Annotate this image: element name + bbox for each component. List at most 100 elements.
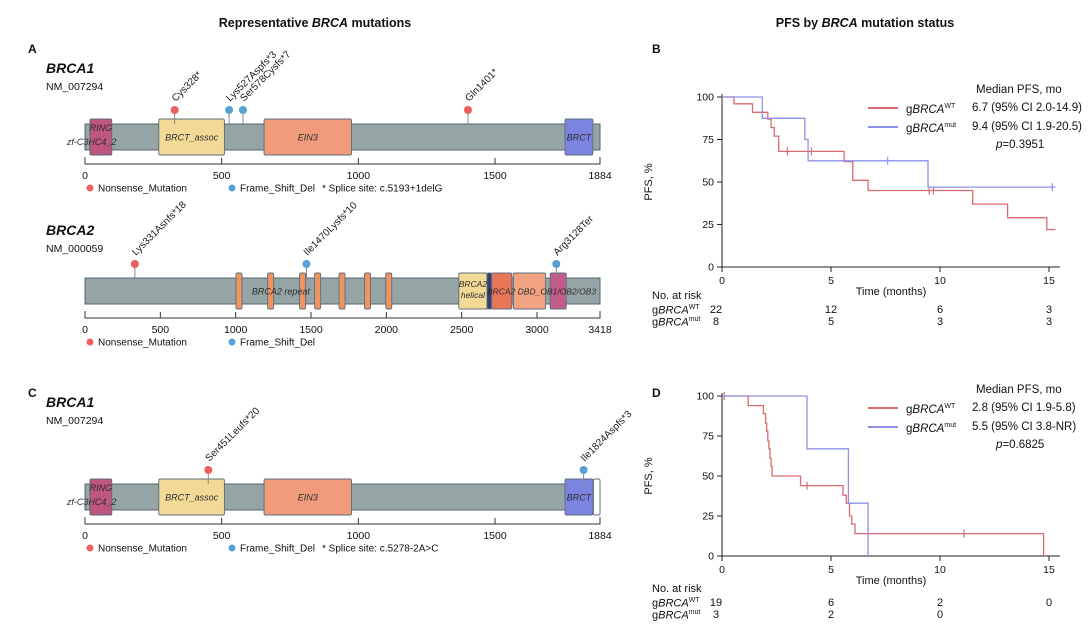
risk-value: 22 [709,304,723,316]
risk-value: 0 [1045,597,1053,609]
y-axis-title: PFS, % [643,163,655,201]
domain-boxes: RING BRCT_assoc EIN3 BRCT zf-C3HC4_2 [66,478,601,516]
svg-text:1000: 1000 [347,530,371,542]
svg-text:Nonsense_Mutation: Nonsense_Mutation [98,338,187,349]
risk-value: 12 [824,304,838,316]
km-legend-row-wt: gBRCAWT 6.7 (95% CI 2.0-14.9) [868,99,1082,118]
mutation-label: Lys331Asnfs*18 [130,199,189,258]
brca1-lollipop-chart-c: RING BRCT_assoc EIN3 BRCT zf-C3HC4_2 Ser451Le… [66,405,635,555]
km-legend-header: Median PFS, mo [976,384,1062,396]
km-curve-gBRCA-WT [722,96,1056,231]
x-axis-title: Time (months) [856,286,927,298]
mut-line-swatch [868,126,898,129]
risk-row-label: gBRCAWT [652,304,700,317]
mutation-dot-frameshift [225,106,234,114]
p-value: p=0.3951 [996,138,1045,151]
svg-text:25: 25 [702,511,714,523]
gene-transcript-brca2-a: NM_000059 [46,243,104,255]
risk-table-title: No. at risk [652,290,702,302]
svg-text:3000: 3000 [525,324,549,336]
risk-value: 3 [712,609,720,621]
svg-text:helical: helical [461,290,486,300]
svg-text:BRCA2 DBD_OB1/OB2/OB3: BRCA2 DBD_OB1/OB2/OB3 [487,287,596,297]
svg-text:0: 0 [82,324,88,336]
svg-text:EIN3: EIN3 [298,493,318,503]
svg-text:BRCA2 repeat: BRCA2 repeat [252,287,311,297]
risk-value: 3 [1045,304,1053,316]
gene-italic: BRCA [821,16,858,30]
km-axes: 0 25 50 75 100 0 5 10 15 Time (months) PFS, % [643,391,1060,587]
mutation-type-legend: Nonsense_Mutation Frame_Shift_Del * Splice… [86,544,438,555]
left-figure-title: Representative BRCA mutations [30,16,600,30]
svg-text:3418: 3418 [588,324,612,336]
km-legend-row-wt: gBRCAWT 2.8 (95% CI 1.9-5.8) [868,399,1076,418]
svg-text:RING: RING [90,123,113,133]
risk-value: 0 [936,609,944,621]
km-curve-gBRCA-mut [722,395,869,556]
mut-median-value: 9.4 (95% CI 1.9-20.5) [972,121,1082,134]
mutation-label: Ile1470Lysfs*10 [302,200,360,258]
mutation-dot-nonsense [130,260,139,268]
wt-line-swatch [868,407,898,410]
mutation-label: Cys328* [170,70,205,105]
mutation-label: Arg3128Ter [552,213,597,258]
svg-text:1000: 1000 [347,170,371,182]
risk-value: 8 [712,316,720,328]
gene-title-brca2-a: BRCA2 [46,222,95,238]
svg-text:500: 500 [213,530,231,542]
mutation-label: Gln1401* [463,67,500,104]
gene-transcript-brca1-c: NM_007294 [46,415,104,427]
position-axis: 0 500 1000 1500 2000 2500 3000 3418 [82,311,612,336]
svg-text:0: 0 [82,530,88,542]
svg-text:1000: 1000 [224,324,248,336]
risk-value: 2 [936,597,944,609]
title-text: mutations [348,16,412,30]
svg-text:25: 25 [702,219,714,231]
mutation-dot-nonsense [463,106,472,114]
km-legend-row-mut: gBRCAmut 5.5 (95% CI 3.8-NR) [868,418,1076,437]
mutation-dot-frameshift [238,106,247,114]
mutation-type-legend: Nonsense_Mutation Frame_Shift_Del * Splice… [86,184,443,195]
svg-text:75: 75 [702,134,714,146]
risk-table-b: No. at risk gBRCAWT 22 12 6 3 gBRCAmut 8 5 3 3 [640,0,1090,342]
svg-text:1500: 1500 [299,324,323,336]
pfs-km-chart-b: 0 25 50 75 100 0 5 10 15 Time (months) PFS, % [643,92,1060,298]
svg-text:Frame_Shift_Del: Frame_Shift_Del [240,184,315,195]
gene-title-brca1-c: BRCA1 [46,394,95,410]
mutation-lollipops: Ser451Leufs*20 Ile1824Aspfs*3 [204,405,635,484]
mutation-label: Ile1824Aspfs*3 [579,408,635,464]
svg-text:BRCT_assoc: BRCT_assoc [165,493,219,503]
mutation-dot-nonsense [170,106,179,114]
svg-text:EIN3: EIN3 [298,133,318,143]
title-text: Representative [218,16,312,30]
svg-text:1500: 1500 [483,170,507,182]
panel-label-b: B [652,42,661,56]
svg-text:0: 0 [82,170,88,182]
mut-line-swatch [868,426,898,429]
svg-text:1500: 1500 [483,530,507,542]
risk-value: 3 [1045,316,1053,328]
gene-title-brca1-a: BRCA1 [46,60,95,76]
mutation-dot-frameshift [579,466,588,474]
svg-text:Frame_Shift_Del: Frame_Shift_Del [240,338,315,349]
nonsense-legend-dot [86,544,94,552]
svg-text:10: 10 [934,564,946,576]
svg-text:1884: 1884 [588,170,612,182]
svg-text:15: 15 [1043,564,1055,576]
svg-text:Frame_Shift_Del: Frame_Shift_Del [240,544,315,555]
mutation-lollipops: Lys331Asnfs*18 Ile1470Lysfs*10 Arg3128Ter [130,199,596,278]
domain-boxes: RING BRCT_assoc EIN3 BRCT zf-C3HC4_2 [66,118,594,156]
frameshift-legend-dot [228,338,236,346]
title-text: mutation status [857,16,955,30]
mut-series-name: gBRCAmut [906,421,957,435]
svg-text:0: 0 [719,275,725,287]
svg-text:100: 100 [696,92,714,104]
position-axis: 0 500 1000 1500 1884 [82,517,612,542]
svg-text:500: 500 [152,324,170,336]
svg-text:BRCT_assoc: BRCT_assoc [165,133,219,143]
svg-text:1884: 1884 [588,530,612,542]
mutation-type-legend: Nonsense_Mutation Frame_Shift_Del [86,338,315,349]
risk-value: 6 [936,304,944,316]
